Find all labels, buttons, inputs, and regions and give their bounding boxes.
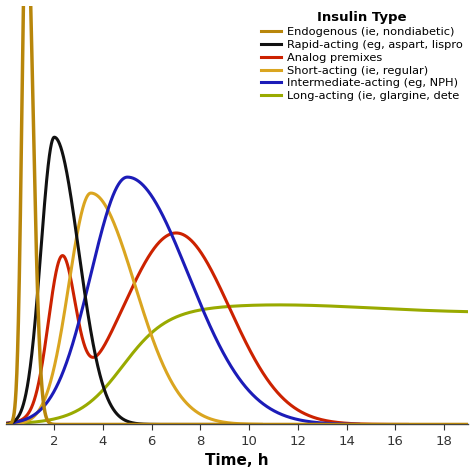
- Legend: Endogenous (ie, nondiabetic), Rapid-acting (eg, aspart, lispro, Analog premixes,: Endogenous (ie, nondiabetic), Rapid-acti…: [261, 11, 463, 101]
- X-axis label: Time, h: Time, h: [205, 454, 269, 468]
